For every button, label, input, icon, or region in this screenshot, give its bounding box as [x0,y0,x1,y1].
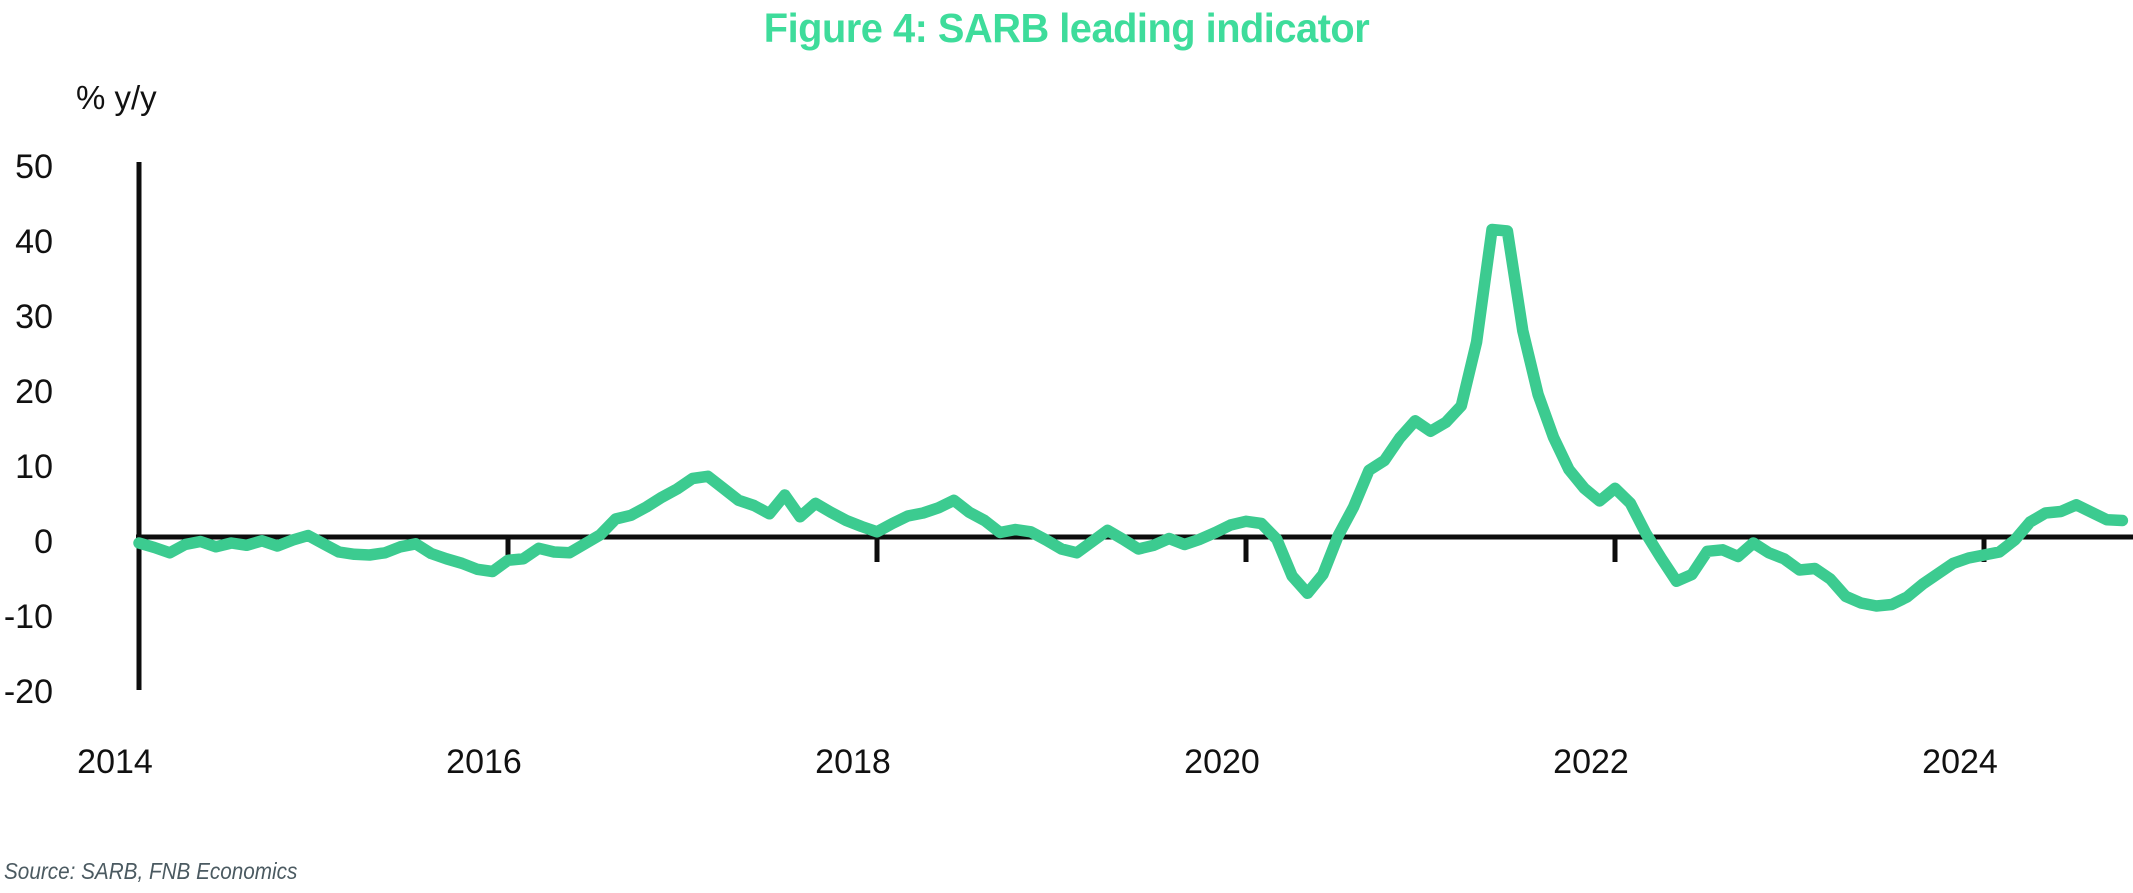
chart-title: Figure 4: SARB leading indicator [763,5,1370,51]
indicator-line-path [133,223,2129,612]
y-axis-unit-label: % y/y [76,79,157,116]
source-note: Source: SARB, FNB Economics [4,858,298,884]
